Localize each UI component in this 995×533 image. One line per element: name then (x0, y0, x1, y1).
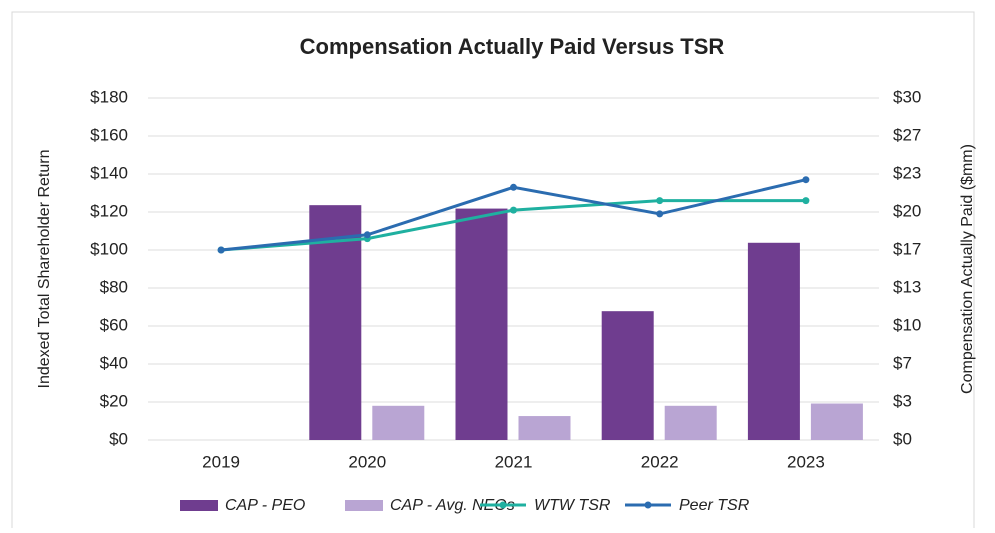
legend-label: CAP - PEO (225, 497, 305, 514)
y2-tick-label: $10 (893, 315, 921, 334)
y-tick-label: $100 (90, 239, 128, 258)
x-tick-label: 2020 (348, 452, 386, 471)
y-tick-label: $40 (100, 353, 128, 372)
y2-tick-label: $27 (893, 125, 921, 144)
bar (372, 405, 425, 440)
x-tick-label: 2022 (641, 452, 679, 471)
y2-tick-label: $23 (893, 163, 921, 182)
chart-title: Compensation Actually Paid Versus TSR (300, 34, 725, 59)
bar (747, 242, 800, 440)
line-marker (217, 246, 225, 254)
bar (518, 416, 571, 440)
y2-tick-label: $3 (893, 391, 912, 410)
y-tick-label: $0 (109, 429, 128, 448)
legend-swatch (644, 501, 652, 509)
legend-swatch (499, 501, 507, 509)
line-marker (656, 210, 664, 218)
bar (810, 403, 863, 440)
bar (309, 205, 362, 440)
x-tick-label: 2019 (202, 452, 240, 471)
bar (455, 208, 508, 440)
y-tick-label: $160 (90, 125, 128, 144)
legend-label: WTW TSR (534, 497, 611, 514)
y2-tick-label: $0 (893, 429, 912, 448)
y2-tick-label: $13 (893, 277, 921, 296)
legend-label: Peer TSR (679, 497, 750, 514)
y2-axis-title: Compensation Actually Paid ($mm) (959, 144, 976, 394)
line-marker (510, 206, 517, 214)
legend-label: CAP - Avg. NEOs (390, 497, 515, 514)
y2-tick-label: $20 (893, 201, 921, 220)
y-tick-label: $80 (100, 277, 128, 296)
x-tick-label: 2023 (787, 452, 825, 471)
y-tick-label: $60 (100, 315, 128, 334)
bar (601, 311, 654, 440)
bar (664, 405, 717, 440)
line-marker (802, 176, 810, 184)
y-tick-label: $140 (90, 163, 128, 182)
line-marker (802, 197, 810, 205)
line-marker (510, 183, 517, 191)
legend-swatch (180, 500, 218, 511)
y-tick-label: $20 (100, 391, 128, 410)
y2-tick-label: $7 (893, 353, 912, 372)
legend-swatch (345, 500, 383, 511)
y-axis-title: Indexed Total Shareholder Return (36, 150, 53, 389)
x-tick-label: 2021 (495, 452, 533, 471)
y2-tick-label: $30 (893, 87, 921, 106)
line-marker (363, 231, 371, 239)
y2-tick-label: $17 (893, 239, 921, 258)
y-tick-label: $180 (90, 87, 128, 106)
y-tick-label: $120 (90, 201, 128, 220)
line-marker (656, 197, 664, 205)
